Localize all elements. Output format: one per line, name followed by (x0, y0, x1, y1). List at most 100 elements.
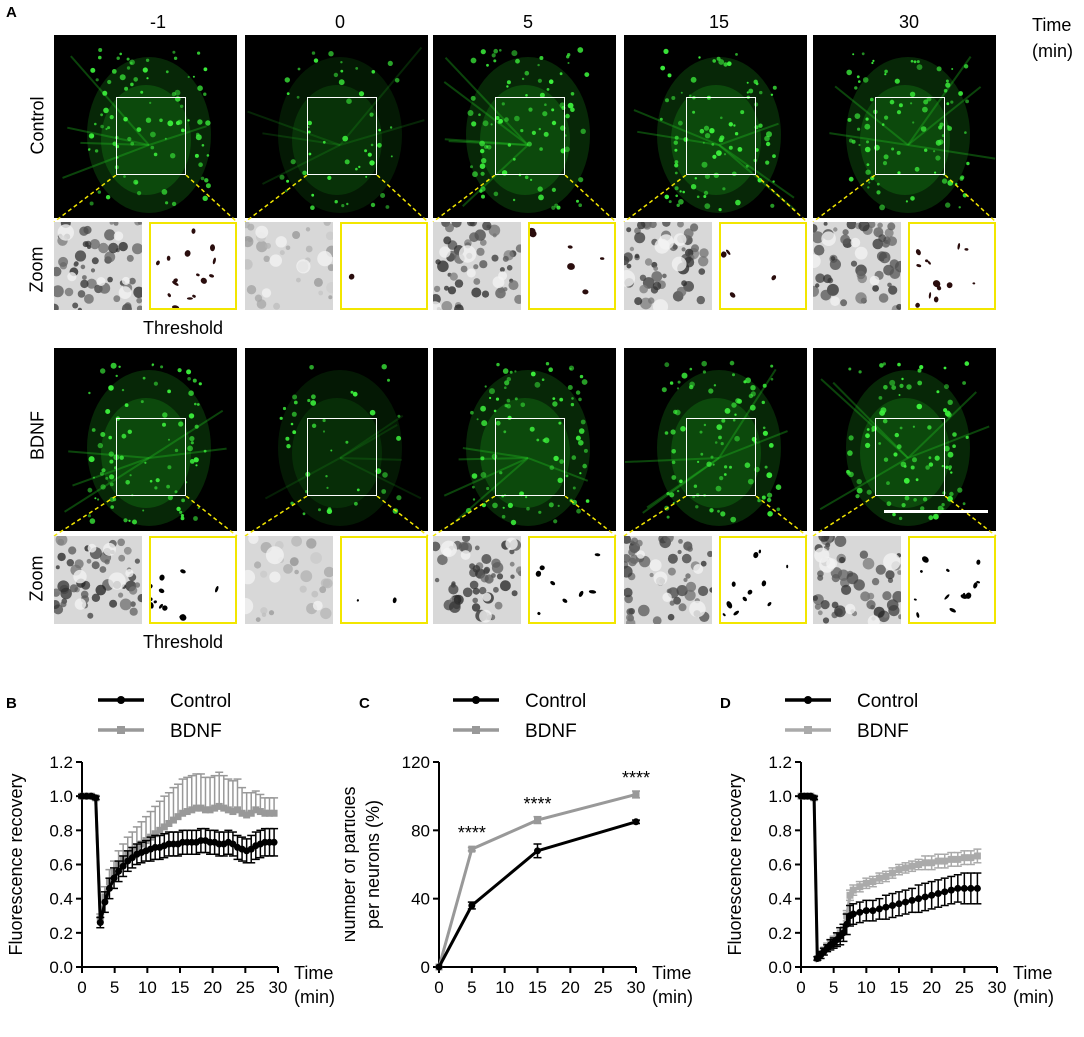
zoom-guide-lines (244, 175, 429, 223)
legend-marker (804, 726, 812, 734)
zoom-grayscale-image (813, 222, 901, 310)
x-tick-label: 0 (796, 978, 805, 997)
data-point (967, 854, 975, 862)
zoom-grayscale-image (54, 536, 142, 624)
data-point (534, 816, 541, 824)
chart-d: D Control BDNF 0.0 0.2 0.4 0.6 0.8 1.0 1.2 0 5 10 15 2… (720, 691, 1054, 1007)
data-point (101, 898, 109, 906)
roi-box (686, 97, 756, 175)
data-point (197, 804, 205, 812)
data-point (941, 857, 949, 865)
data-point (468, 845, 476, 853)
scale-bar (884, 510, 988, 513)
data-point (151, 830, 159, 838)
data-point (261, 809, 269, 817)
roi-box (495, 418, 565, 496)
micrograph-svg (264, 364, 422, 526)
legend-marker (117, 726, 125, 734)
data-point (915, 895, 923, 903)
data-point (856, 883, 864, 891)
data-point (895, 900, 903, 908)
zoom-threshold-svg (356, 597, 397, 604)
zoom-guide-lines (432, 175, 617, 223)
x-tick-label: 5 (110, 978, 119, 997)
data-point (92, 794, 100, 802)
zoom-threshold-image (149, 222, 237, 310)
micrograph-image (813, 348, 996, 531)
roi-box (495, 97, 565, 175)
data-point (632, 790, 640, 798)
data-point (882, 903, 890, 911)
y-tick-label: 40 (411, 890, 430, 909)
y-tick-label: 1.2 (49, 753, 73, 772)
data-point (211, 804, 219, 812)
panel-letter: B (6, 695, 17, 712)
data-point (179, 809, 187, 817)
data-point (862, 907, 870, 915)
y-tick-label: 0.4 (768, 890, 792, 909)
zoom-label: Zoom (26, 555, 47, 602)
zoom-threshold-image (719, 536, 807, 624)
y-axis-label: Fluorescence recovery (725, 773, 745, 955)
data-point (967, 884, 975, 892)
x-tick-label: 10 (495, 978, 514, 997)
zoom-grayscale-svg (624, 222, 709, 310)
x-axis-unit: (min) (652, 987, 693, 1007)
zoom-grayscale-image (245, 222, 333, 310)
zoom-guide-lines (53, 175, 238, 223)
time-point-label: 30 (898, 12, 920, 32)
zoom-threshold-image (908, 536, 996, 624)
data-point (934, 857, 942, 865)
zoom-grayscale-svg (813, 222, 901, 310)
micrograph-svg (624, 360, 788, 526)
zoom-grayscale-image (245, 536, 333, 624)
data-point (849, 886, 857, 894)
data-point (160, 823, 168, 831)
micrograph-image (245, 348, 428, 531)
zoom-threshold-image (528, 222, 616, 310)
micrograph-image (813, 35, 996, 218)
x-tick-label: 0 (434, 978, 443, 997)
x-tick-label: 30 (627, 978, 646, 997)
time-axis-label-unit: (min) (1032, 41, 1073, 61)
data-point (188, 806, 196, 814)
threshold-label: Threshold (143, 318, 224, 338)
panel-letter: D (720, 695, 731, 712)
data-point (869, 907, 877, 915)
x-axis-unit: (min) (294, 987, 335, 1007)
data-point (165, 820, 173, 827)
data-point (973, 852, 981, 860)
data-point (183, 808, 191, 816)
data-point (947, 855, 955, 863)
data-point (902, 864, 910, 872)
time-point-label: -1 (149, 12, 166, 32)
data-point (224, 806, 232, 814)
significance-annotation: **** (458, 823, 486, 843)
data-point (243, 811, 251, 819)
data-point (928, 891, 936, 899)
data-point (869, 878, 877, 886)
micrograph-svg (64, 362, 227, 526)
x-tick-label: 30 (988, 978, 1007, 997)
legend-label: Control (525, 691, 586, 712)
y-tick-label: 0.2 (768, 924, 792, 943)
data-point (973, 884, 981, 892)
data-point (921, 859, 929, 867)
data-point (875, 905, 883, 913)
data-point (270, 809, 278, 817)
data-point (908, 862, 916, 870)
data-point (192, 804, 200, 812)
data-point (119, 862, 127, 870)
legend-marker (117, 696, 125, 704)
data-point (220, 804, 228, 812)
y-tick-label: 0.2 (49, 924, 73, 943)
x-axis-label: Time (294, 963, 333, 983)
data-point (908, 896, 916, 904)
zoom-guide-lines (53, 496, 238, 537)
zoom-grayscale-svg (245, 222, 333, 310)
y-axis-label: Number of particles (345, 786, 359, 942)
zoom-guide-lines (812, 496, 997, 537)
zoom-guide-lines (244, 496, 429, 537)
data-point (960, 854, 968, 862)
roi-box (116, 97, 186, 175)
